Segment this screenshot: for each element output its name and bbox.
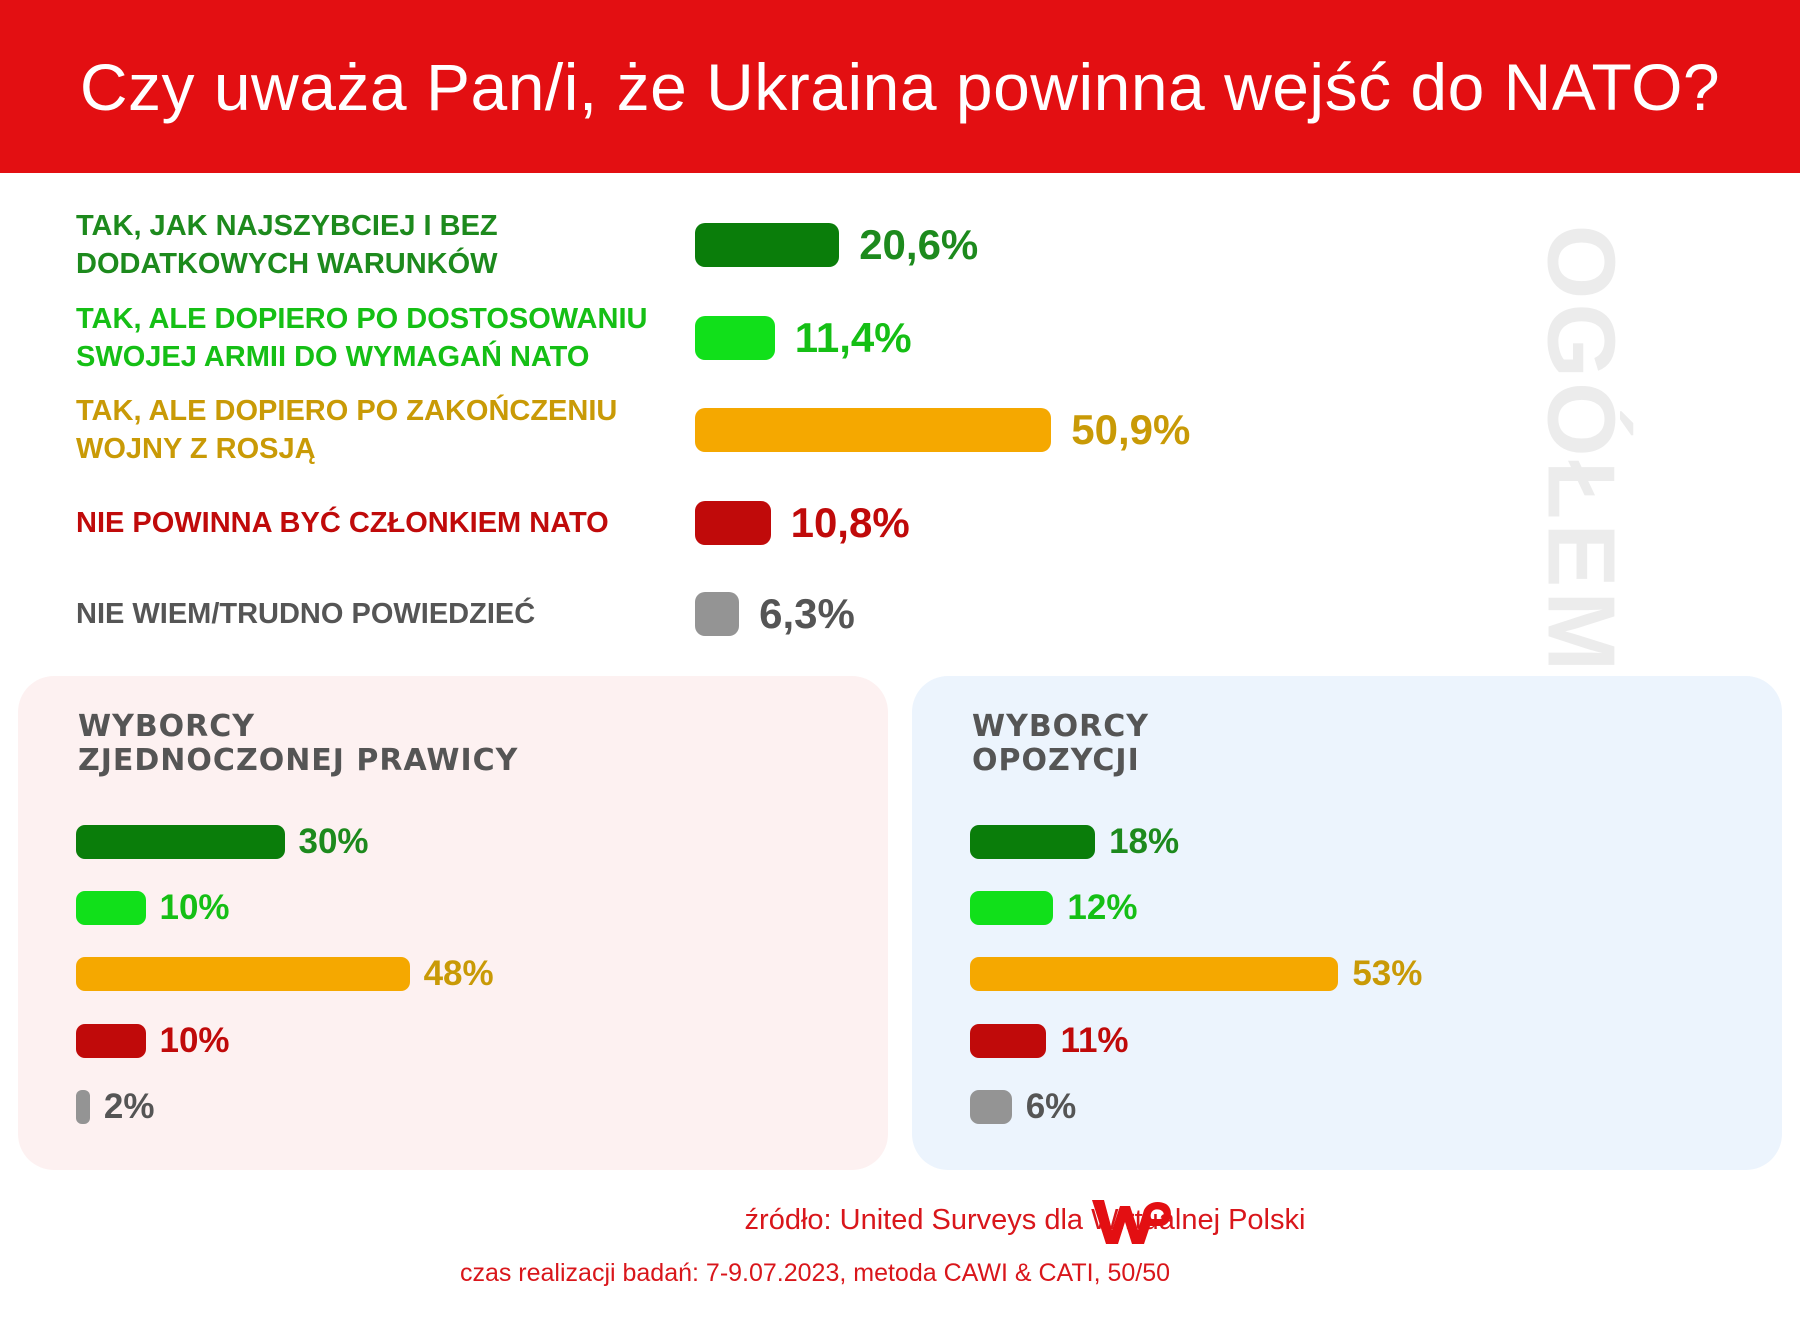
main-category-label-line: TAK, ALE DOPIERO PO ZAKOŃCZENIU [76,395,618,427]
main-value-label: 11,4% [794,314,912,361]
main-category-label: TAK, ALE DOPIERO PO ZAKOŃCZENIU WOJNY Z R… [76,392,676,468]
panel-title: WYBORCY ZJEDNOCZONEJ PRAWICY [78,710,778,778]
panel-value-label: 12% [1067,888,1138,927]
panel-value-label: 11% [1060,1021,1129,1060]
main-bar [695,592,740,636]
panel-value-label: 6% [1025,1087,1077,1126]
panel-opozycja: WYBORCY OPOZYCJI 18% 12% 53% 11% 6% [912,676,1782,1170]
panel-bar [970,891,1054,925]
main-bar [695,501,771,545]
main-bar [695,408,1052,452]
panel-title-line: ZJEDNOCZONEJ PRAWICY [78,743,519,778]
main-category-label: NIE POWINNA BYĆ CZŁONKIEM NATO [76,504,676,542]
panel-bar [970,957,1339,991]
main-category-label: TAK, JAK NAJSZYBCIEJ I BEZ DODATKOWYCH WA… [76,207,676,283]
panel-bar [76,957,410,991]
main-value-label: 10,8% [790,499,910,546]
side-label-text: OGÓŁEM [1527,224,1634,676]
panel-bar [970,825,1096,859]
panel-bar [76,891,146,925]
main-category-label-line: DODATKOWYCH WARUNKÓW [76,248,498,280]
panel-title-line: OPOZYCJI [972,743,1140,778]
main-value-label: 20,6% [859,221,979,268]
panel-value-label: 18% [1109,822,1180,861]
main-category-label: NIE WIEM/TRUDNO POWIEDZIEĆ [76,595,676,633]
panel-value-label: 30% [298,822,369,861]
footer-method: czas realizacji badań: 7-9.07.2023, meto… [0,1259,1630,1288]
main-value-label: 50,9% [1071,406,1191,453]
main-category-label-line: WOJNY Z ROSJĄ [76,433,316,465]
panel-title-line: WYBORCY [78,709,256,744]
footer-source: źródło: United Surveys dla Wirtualnej Po… [0,1204,1630,1237]
panel-value-label: 53% [1352,954,1423,993]
panel-bar [970,1024,1047,1058]
side-label: OGÓŁEM [1500,225,1660,676]
main-value-label: 6,3% [759,590,855,637]
panel-value-label: 10% [159,1021,230,1060]
main-category-label-line: TAK, JAK NAJSZYBCIEJ I BEZ [76,210,498,242]
main-category-label-line: NIE WIEM/TRUDNO POWIEDZIEĆ [76,598,536,630]
footer-method-text: czas realizacji badań: 7-9.07.2023, meto… [459,1259,1171,1287]
main-category-label-line: TAK, ALE DOPIERO PO DOSTOSOWANIU [76,303,648,335]
footer-source-text: źródło: United Surveys dla Wirtualnej Po… [744,1204,1306,1236]
panel-value-label: 48% [423,954,494,993]
panel-bar [76,1090,90,1124]
panel-zjednoczona-prawica: WYBORCY ZJEDNOCZONEJ PRAWICY 30% 10% 48% 10… [18,676,888,1170]
main-category-label-line: NIE POWINNA BYĆ CZŁONKIEM NATO [76,507,609,539]
panel-value-label: 2% [103,1087,155,1126]
panel-title-line: WYBORCY [972,709,1150,744]
panel-bar [76,1024,146,1058]
panel-bar [970,1090,1012,1124]
main-chart: TAK, JAK NAJSZYBCIEJ I BEZ DODATKOWYCH WA… [0,173,1800,673]
main-category-label-line: SWOJEJ ARMII DO WYMAGAŃ NATO [76,341,590,373]
chart-header: Czy uważa Pan/i, że Ukraina powinna wejś… [0,0,1800,173]
panel-title: WYBORCY OPOZYCJI [972,710,1672,778]
panel-value-label: 10% [159,888,230,927]
main-category-label: TAK, ALE DOPIERO PO DOSTOSOWANIU SWOJEJ A… [76,300,676,376]
main-bar [695,223,840,267]
main-bar [695,316,775,360]
chart-title: Czy uważa Pan/i, że Ukraina powinna wejś… [79,49,1721,124]
wp-logo-icon [1092,1200,1171,1244]
panel-bar [76,825,285,859]
